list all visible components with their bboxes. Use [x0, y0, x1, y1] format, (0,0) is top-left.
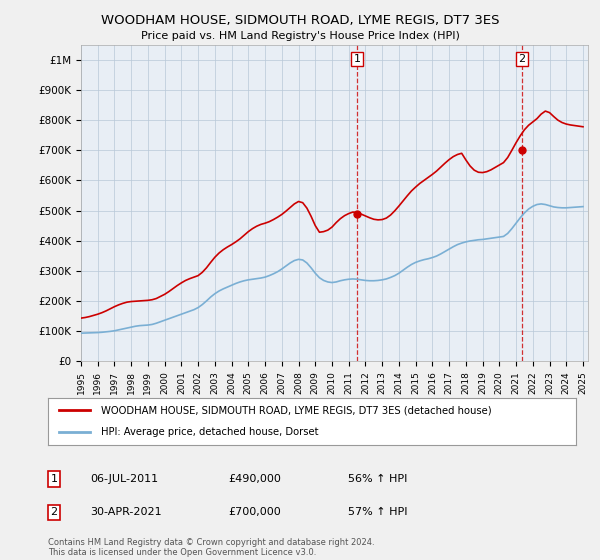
Text: WOODHAM HOUSE, SIDMOUTH ROAD, LYME REGIS, DT7 3ES (detached house): WOODHAM HOUSE, SIDMOUTH ROAD, LYME REGIS… [101, 405, 491, 416]
Text: 2: 2 [518, 54, 525, 64]
Text: £490,000: £490,000 [228, 474, 281, 484]
Text: 06-JUL-2011: 06-JUL-2011 [90, 474, 158, 484]
Text: £700,000: £700,000 [228, 507, 281, 517]
Text: 1: 1 [50, 474, 58, 484]
Text: Price paid vs. HM Land Registry's House Price Index (HPI): Price paid vs. HM Land Registry's House … [140, 31, 460, 41]
Text: 2: 2 [50, 507, 58, 517]
Text: 57% ↑ HPI: 57% ↑ HPI [348, 507, 407, 517]
Text: 1: 1 [353, 54, 361, 64]
Text: 56% ↑ HPI: 56% ↑ HPI [348, 474, 407, 484]
Text: Contains HM Land Registry data © Crown copyright and database right 2024.
This d: Contains HM Land Registry data © Crown c… [48, 538, 374, 557]
Text: 30-APR-2021: 30-APR-2021 [90, 507, 161, 517]
Text: HPI: Average price, detached house, Dorset: HPI: Average price, detached house, Dors… [101, 427, 319, 437]
Text: WOODHAM HOUSE, SIDMOUTH ROAD, LYME REGIS, DT7 3ES: WOODHAM HOUSE, SIDMOUTH ROAD, LYME REGIS… [101, 14, 499, 27]
